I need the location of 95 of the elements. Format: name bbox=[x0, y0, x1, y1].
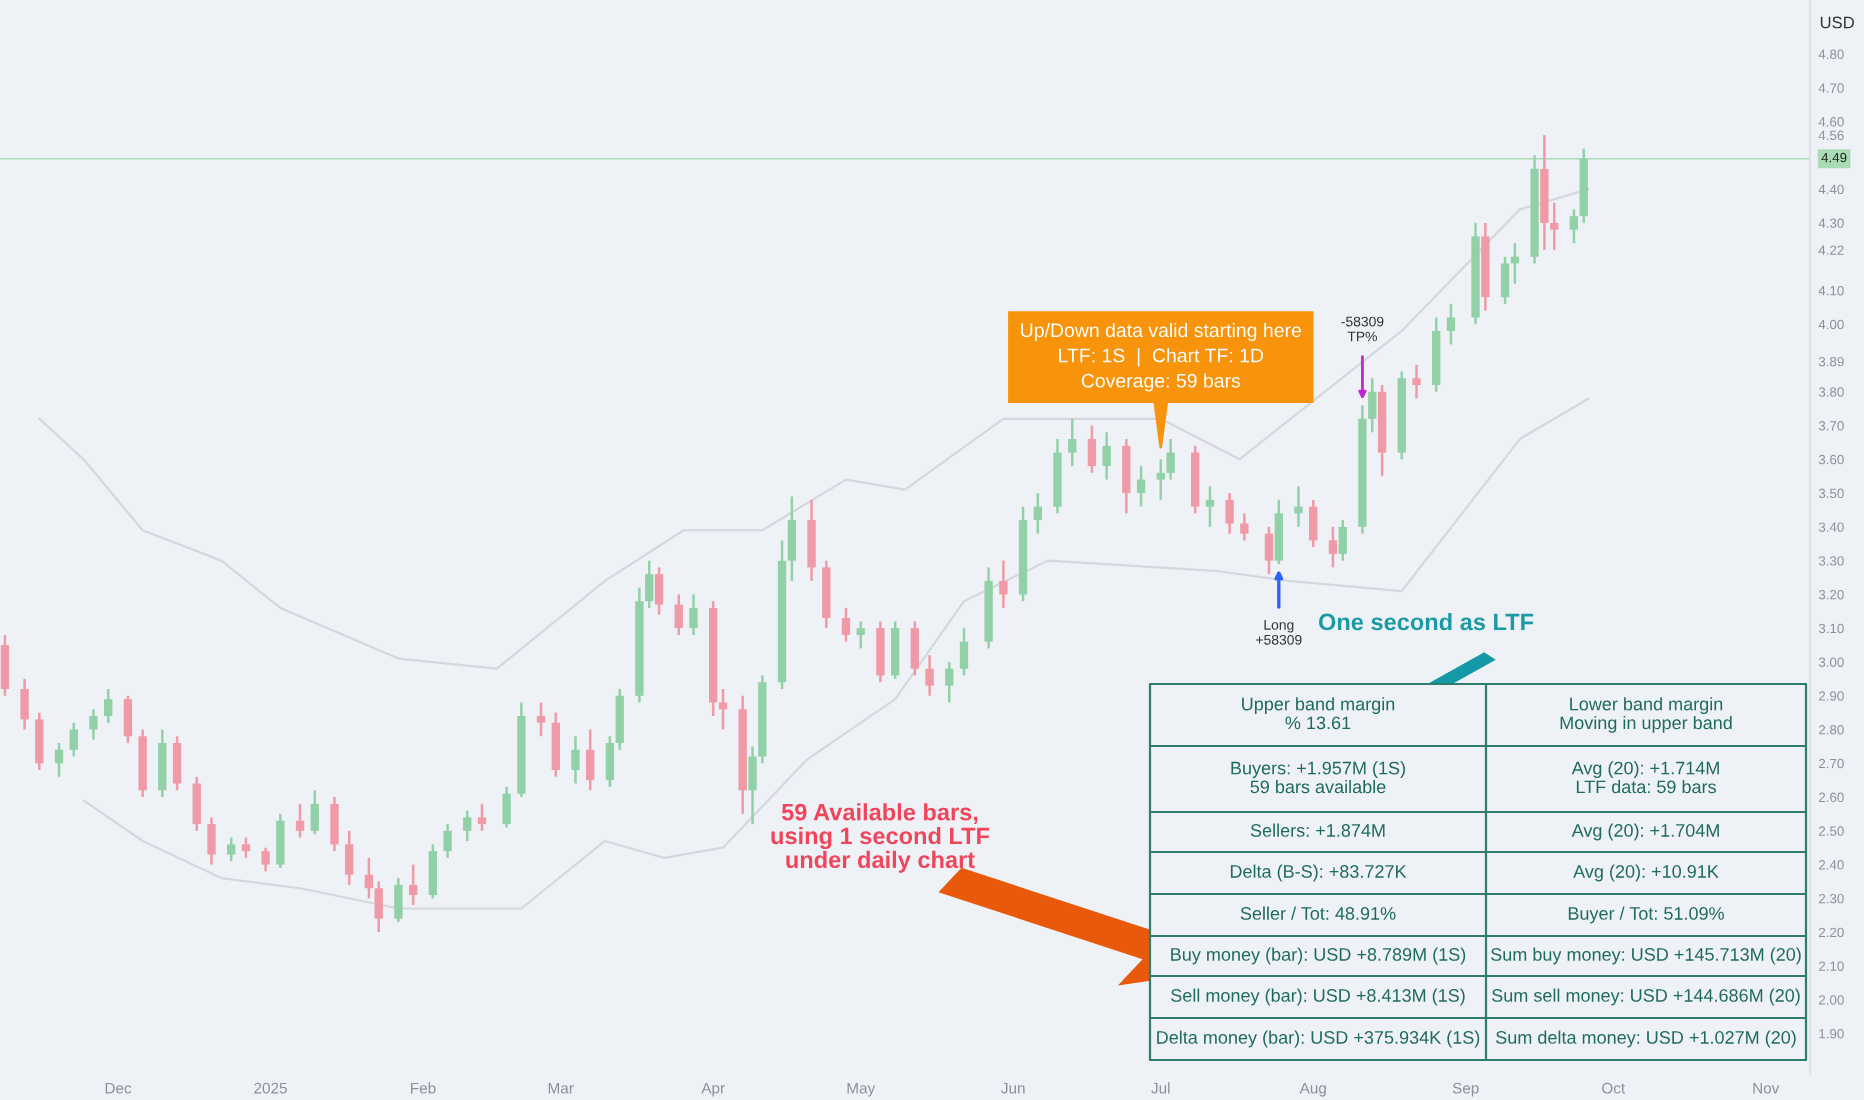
candlestick bbox=[192, 775, 201, 833]
candlestick bbox=[1328, 525, 1338, 569]
candlestick bbox=[748, 745, 757, 826]
candlestick bbox=[428, 843, 438, 900]
candlestick bbox=[945, 660, 954, 704]
annotation: Sum delta money: USD +1.027M (20) bbox=[1496, 1030, 1796, 1048]
candlestick bbox=[374, 880, 383, 934]
candlestick bbox=[1274, 498, 1283, 566]
candlestick bbox=[536, 701, 546, 738]
candlestick bbox=[910, 620, 920, 677]
annotation: Sum buy money: USD +145.713M (20) bbox=[1491, 947, 1801, 965]
candlestick bbox=[654, 566, 664, 616]
annotation: Buyers: +1.957M (1S) 59 bars available bbox=[1231, 761, 1405, 794]
candlestick bbox=[104, 687, 113, 724]
candlestick bbox=[1068, 417, 1077, 468]
candlestick bbox=[1205, 485, 1215, 529]
candlestick bbox=[1033, 491, 1042, 535]
annotation: One second as LTF bbox=[1318, 612, 1534, 631]
candlestick bbox=[1240, 512, 1249, 542]
candlestick bbox=[463, 809, 472, 843]
candlestick bbox=[158, 728, 167, 799]
candlestick bbox=[408, 863, 418, 907]
candlestick bbox=[645, 559, 654, 610]
candlestick bbox=[172, 735, 182, 792]
candlestick bbox=[0, 633, 10, 697]
candlestick bbox=[890, 620, 900, 681]
candlestick bbox=[1550, 201, 1559, 252]
candlestick bbox=[20, 677, 29, 731]
annotation: Delta money (bar): USD +375.934K (1S) bbox=[1157, 1030, 1480, 1048]
candlestick bbox=[674, 593, 683, 637]
annotation: Avg (20): +10.91K bbox=[1573, 864, 1719, 882]
candlestick bbox=[364, 856, 374, 900]
candlestick bbox=[1500, 255, 1510, 306]
candlestick bbox=[807, 498, 816, 583]
annotation: Buy money (bar): USD +8.789M (1S) bbox=[1171, 947, 1466, 965]
candlestick bbox=[551, 711, 560, 779]
annotation: Sell money (bar): USD +8.413M (1S) bbox=[1171, 988, 1465, 1006]
candlestick bbox=[1264, 525, 1274, 576]
candlestick bbox=[856, 620, 865, 650]
candlestick bbox=[295, 802, 305, 839]
candlestick bbox=[1122, 437, 1131, 515]
candlestick bbox=[1087, 424, 1097, 475]
candlestick bbox=[1225, 491, 1234, 535]
candlestick bbox=[1446, 302, 1456, 346]
candlestick bbox=[586, 728, 595, 792]
candlestick bbox=[571, 735, 580, 785]
candlestick bbox=[35, 711, 44, 772]
candlestick bbox=[69, 721, 78, 758]
candlestick bbox=[226, 836, 236, 863]
candlestick bbox=[1338, 518, 1347, 562]
candlestick bbox=[1136, 464, 1146, 508]
candlestick bbox=[502, 785, 511, 829]
y-axis-title: USD bbox=[1820, 16, 1854, 29]
candlestick bbox=[1294, 485, 1303, 529]
candlestick bbox=[330, 795, 339, 853]
annotation: Delta (B-S): +83.727K bbox=[1230, 864, 1407, 882]
candlestick bbox=[1569, 208, 1579, 245]
annotation: Avg (20): +1.704M bbox=[1571, 823, 1719, 841]
annotation: Sellers: +1.874M bbox=[1250, 823, 1385, 837]
candlestick bbox=[477, 802, 487, 833]
candlestick bbox=[718, 687, 728, 731]
candlestick bbox=[276, 812, 285, 870]
candlestick bbox=[959, 626, 969, 677]
annotation: Sum sell money: USD +144.686M (20) bbox=[1492, 988, 1800, 1006]
candlestick bbox=[841, 606, 851, 643]
candlestick bbox=[123, 694, 133, 745]
candlestick bbox=[1156, 458, 1165, 502]
candlestick bbox=[207, 816, 216, 866]
annotation: Up/Down data valid starting here LTF: 1S | Chart TF: 1D Coverage: 59 bars bbox=[1021, 322, 1301, 392]
candlestick bbox=[310, 789, 319, 836]
candlestick bbox=[89, 708, 98, 741]
candlestick bbox=[876, 620, 885, 684]
candlestick bbox=[1102, 431, 1111, 481]
candlestick bbox=[999, 559, 1008, 610]
candlestick bbox=[925, 653, 934, 697]
candlestick bbox=[1412, 363, 1421, 400]
candlestick bbox=[443, 822, 452, 860]
candlestick bbox=[1166, 437, 1175, 481]
candlestick bbox=[1368, 377, 1377, 434]
annotation: Seller / Tot: 48.91% bbox=[1240, 906, 1396, 920]
candlestick bbox=[261, 846, 270, 873]
annotation: Buyer / Tot: 51.09% bbox=[1568, 906, 1724, 924]
candlestick bbox=[345, 829, 354, 887]
candlestick bbox=[605, 735, 615, 789]
annotation: 59 Available bars, using 1 second LTF under daily chart bbox=[771, 803, 990, 873]
annotation: Upper band margin % 13.61 bbox=[1242, 697, 1395, 730]
candlestick bbox=[1309, 498, 1318, 549]
annotation: Lower band margin Moving in upper band bbox=[1560, 697, 1732, 733]
candlestick bbox=[615, 687, 624, 752]
candlestick bbox=[787, 495, 797, 583]
annotation: Avg (20): +1.714M LTF data: 59 bars bbox=[1571, 761, 1719, 794]
candlestick bbox=[394, 876, 403, 924]
candlestick bbox=[54, 741, 64, 779]
candlestick bbox=[241, 836, 251, 860]
candlestick bbox=[689, 593, 698, 637]
